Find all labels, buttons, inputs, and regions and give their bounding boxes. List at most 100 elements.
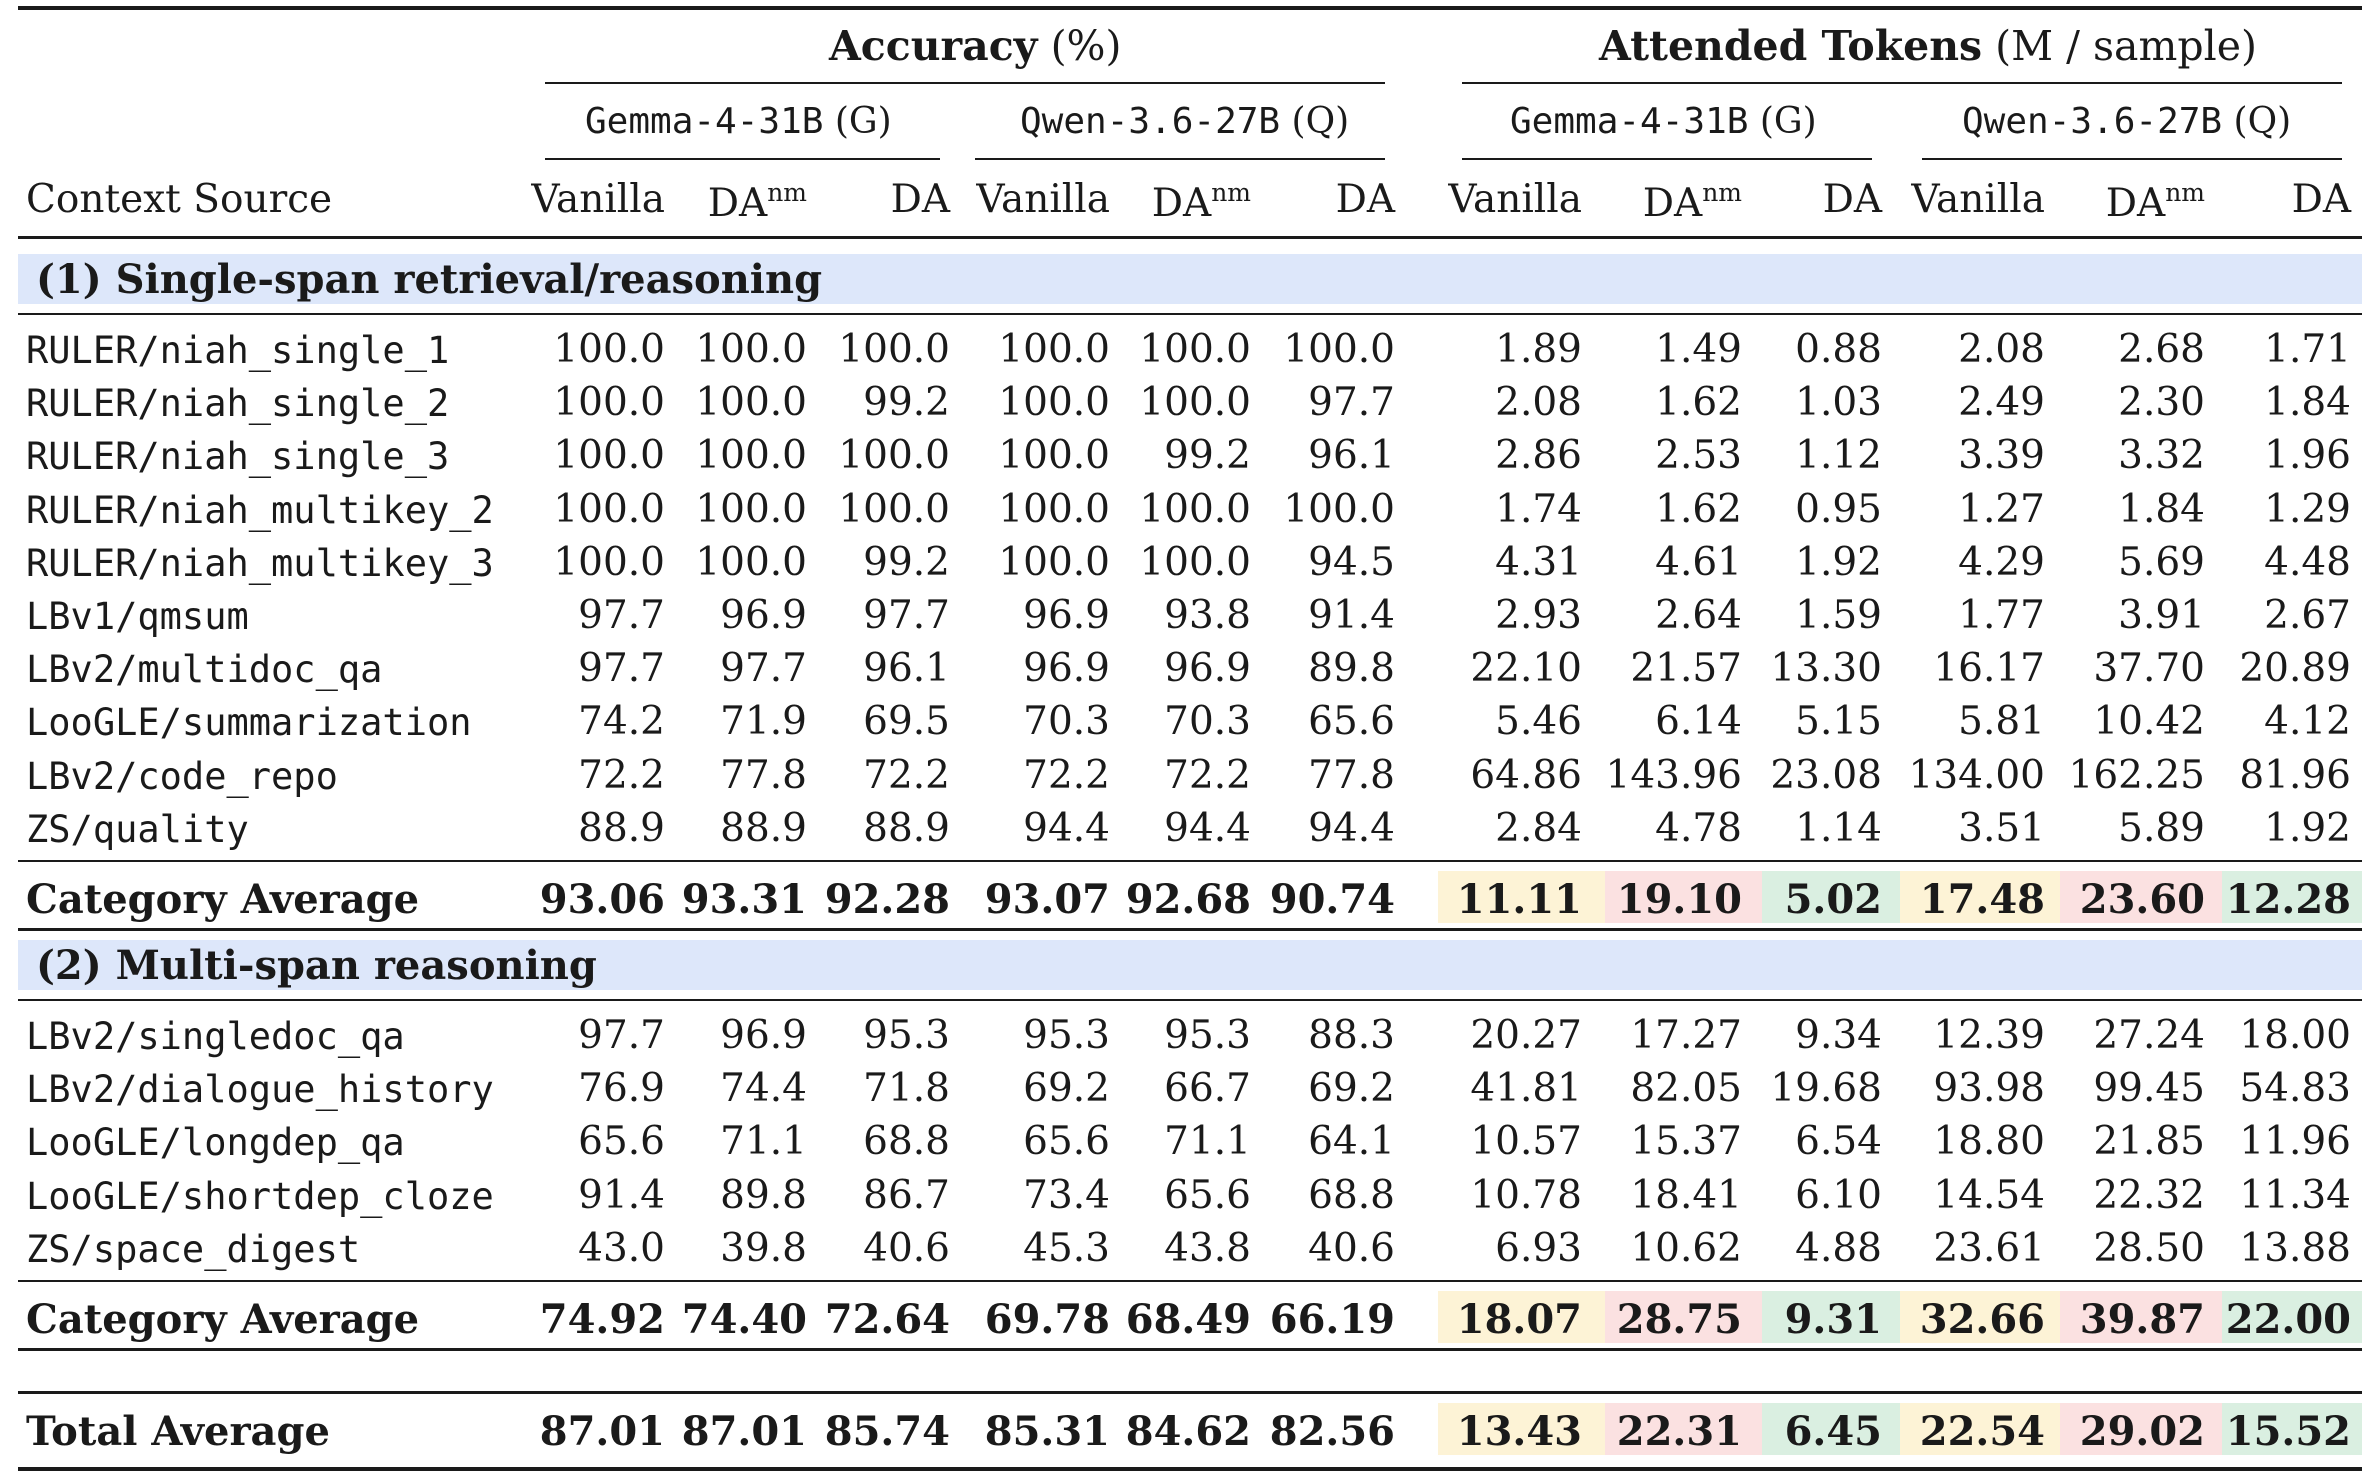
value-cell: 77.8 [1308,752,1395,798]
average-rule [18,1280,2362,1282]
value-cell: 2.64 [1655,593,1742,638]
value-cell: 99.45 [2093,1066,2205,1112]
value-cell: 4.48 [2264,539,2351,585]
value-cell: 54.83 [2239,1066,2351,1112]
value-cell: 1.92 [1795,539,1882,585]
value-cell: 6.45 [1784,1408,1882,1455]
value-cell: 11.11 [1456,876,1582,923]
highlight-cell [1605,1291,1762,1343]
value-cell: 1.49 [1655,327,1742,372]
value-cell: 96.9 [1164,646,1251,692]
value-cell: 97.7 [1308,380,1395,426]
value-cell: 3.51 [1958,805,2045,851]
value-cell: 100.0 [553,380,665,426]
column-header-sup: nm [2165,178,2205,207]
value-cell: 100.0 [1139,539,1251,585]
value-cell: 100.0 [695,539,807,585]
value-cell: 22.31 [1616,1408,1742,1455]
value-cell: 1.62 [1655,486,1742,532]
value-cell: 40.6 [1308,1225,1395,1271]
value-cell: 97.7 [863,593,950,638]
value-cell: 76.9 [578,1066,665,1112]
value-cell: 69.2 [1023,1066,1110,1112]
value-cell: 100.0 [998,539,1110,585]
value-cell: 97.7 [720,646,807,692]
value-cell: 3.39 [1958,433,2045,479]
value-cell: 5.15 [1795,699,1882,745]
context-source-cell: RULER/niah_multikey_2 [26,488,494,532]
value-cell: 86.7 [863,1172,950,1218]
value-cell: 1.27 [1958,486,2045,532]
highlight-cell [2222,871,2362,923]
value-cell: 82.56 [1269,1408,1395,1455]
value-cell: 1.12 [1795,433,1882,479]
value-cell: 100.0 [695,486,807,532]
value-cell: 70.3 [1023,699,1110,745]
context-source-cell: LBv2/multidoc_qa [26,648,383,692]
total-top-rule [18,1391,2362,1394]
value-cell: 2.30 [2118,380,2205,426]
value-cell: 100.0 [838,327,950,372]
column-header: Vanilla [1448,177,1582,222]
value-cell: 1.29 [2264,486,2351,532]
value-cell: 87.01 [681,1408,807,1455]
value-cell: 100.0 [553,433,665,479]
value-cell: 69.5 [863,699,950,745]
value-cell: 1.84 [2264,380,2351,426]
value-cell: 100.0 [838,433,950,479]
highlight-cell [1605,1403,1762,1455]
value-cell: 19.68 [1770,1066,1882,1112]
value-cell: 18.00 [2239,1013,2351,1058]
value-cell: 100.0 [1139,380,1251,426]
value-cell: 1.71 [2264,327,2351,372]
value-cell: 20.89 [2239,646,2351,692]
value-cell: 1.84 [2118,486,2205,532]
context-source-cell: LooGLE/summarization [26,701,472,745]
value-cell: 97.7 [578,1013,665,1058]
value-cell: 96.1 [1308,433,1395,479]
value-cell: 22.00 [2225,1296,2351,1343]
value-cell: 4.31 [1495,539,1582,585]
value-cell: 9.34 [1795,1013,1882,1058]
value-cell: 4.61 [1655,539,1742,585]
value-cell: 91.4 [578,1172,665,1218]
context-source-cell: LBv1/qmsum [26,595,249,638]
value-cell: 18.07 [1456,1296,1582,1343]
column-header-da: DA [1642,181,1703,226]
column-header-sup: nm [1702,178,1742,207]
value-cell: 92.68 [1125,876,1251,923]
accuracy-model-g-header: Gemma-4-31B (G) [585,101,892,142]
value-cell: 74.92 [539,1296,665,1343]
value-cell: 74.2 [578,699,665,745]
section-rule [18,313,2362,315]
column-header: DAnm [1643,180,1742,223]
value-cell: 73.4 [1023,1172,1110,1218]
value-cell: 29.02 [2079,1408,2205,1455]
value-cell: 65.6 [1308,699,1395,745]
column-header-sup: nm [767,178,807,207]
column-header-da: DA [2105,181,2166,226]
value-cell: 100.0 [1283,327,1395,372]
value-cell: 95.3 [863,1013,950,1058]
context-source-cell: RULER/niah_single_2 [26,382,450,426]
value-cell: 22.54 [1919,1408,2045,1455]
value-cell: 94.5 [1308,539,1395,585]
value-cell: 74.4 [720,1066,807,1112]
model-rule-acc-g [545,158,940,160]
value-cell: 18.41 [1630,1172,1742,1218]
value-cell: 71.9 [720,699,807,745]
value-cell: 10.78 [1470,1172,1582,1218]
column-header: DA [1335,177,1395,222]
value-cell: 10.62 [1630,1225,1742,1271]
value-cell: 71.8 [863,1066,950,1112]
tokens-group-header: Attended Tokens (M / sample) [1599,22,2257,70]
value-cell: 71.1 [1164,1119,1251,1165]
value-cell: 32.66 [1919,1296,2045,1343]
value-cell: 94.4 [1164,805,1251,851]
value-cell: 100.0 [1139,486,1251,532]
column-header: Vanilla [531,177,665,222]
value-cell: 96.9 [1023,593,1110,638]
value-cell: 18.80 [1933,1119,2045,1165]
context-source-header: Context Source [26,177,333,222]
value-cell: 6.93 [1495,1225,1582,1271]
